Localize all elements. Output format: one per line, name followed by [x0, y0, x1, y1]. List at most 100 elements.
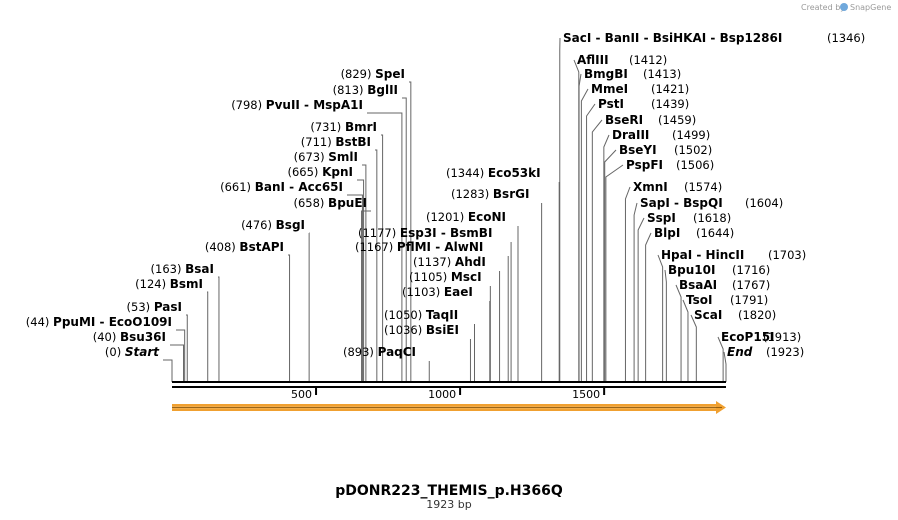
leader-line: [586, 103, 596, 382]
leader-line: [591, 119, 603, 382]
feature-arrow[interactable]: [172, 401, 726, 414]
site-position-bpu10i: (1716): [732, 263, 770, 277]
site-position: (829): [341, 67, 376, 81]
leader-lines: [163, 37, 727, 382]
site-label-bsmi: (124) BsmI: [135, 277, 203, 291]
site-label-ecop15i: EcoP15I: [721, 330, 775, 344]
enzyme-bsrgi: BsrGI: [493, 187, 530, 201]
credit-text: Created by: [801, 3, 845, 12]
enzyme-bpu10i: Bpu10I: [668, 263, 715, 277]
leader-line: [375, 149, 378, 382]
enzyme-kpni: KpnI: [322, 165, 353, 179]
site-label-econi: (1201) EcoNI: [426, 210, 506, 224]
enzyme-bmgbi: BmgBI: [584, 67, 628, 81]
leader-line: [603, 134, 610, 382]
site-position: (1050): [384, 308, 426, 322]
site-label-bmri: (731) BmrI: [310, 120, 377, 134]
enzyme-bsgi: BsgI: [276, 218, 305, 232]
site-label-bglii: (813) BglII: [333, 83, 398, 97]
enzyme-xmni: XmnI: [633, 180, 668, 194]
enzyme-sspi: SspI: [647, 211, 676, 225]
enzyme-end: End: [727, 345, 753, 359]
separator: -: [437, 226, 450, 240]
site-label-bsgi: (476) BsgI: [241, 218, 305, 232]
site-position: (673): [294, 150, 329, 164]
enzyme-bsihkai: BsiHKAI: [653, 31, 707, 45]
enzyme-bsmi: BsmI: [170, 277, 203, 291]
site-position-sspi: (1618): [693, 211, 731, 225]
enzyme-scai: ScaI: [694, 308, 722, 322]
site-label-tsoi: TsoI: [686, 293, 712, 307]
site-label-bpuei: (658) BpuEI: [293, 196, 367, 210]
enzyme-paqci: PaqCI: [378, 345, 416, 359]
site-position: (40): [93, 330, 120, 344]
enzyme-bstapi: BstAPI: [239, 240, 284, 254]
leader-line: [657, 254, 664, 382]
site-position: (1137): [413, 255, 455, 269]
site-label-bseri: BseRI: [605, 113, 643, 127]
site-position: (658): [293, 196, 328, 210]
leader-line: [604, 149, 617, 382]
site-label-sapi: SapI - BspQI: [640, 196, 723, 210]
site-position-blpi: (1644): [696, 226, 734, 240]
site-label-sspi: SspI: [647, 211, 676, 225]
enzyme-alwni: AlwNI: [444, 240, 483, 254]
site-label-eco53ki: (1344) Eco53kI: [446, 166, 541, 180]
leader-line: [357, 179, 365, 382]
enzyme-econi: EcoNI: [468, 210, 506, 224]
site-position-psti: (1439): [651, 97, 689, 111]
site-label-pspfi: PspFI: [626, 158, 663, 172]
leader-line: [176, 329, 186, 382]
site-label-pvuii: (798) PvuII - MspA1I: [231, 98, 363, 112]
separator: -: [431, 240, 444, 254]
site-label-smli: (673) SmlI: [294, 150, 358, 164]
site-position: (813): [333, 83, 368, 97]
site-position: (661): [220, 180, 255, 194]
site-position-bseri: (1459): [658, 113, 696, 127]
leader-line: [580, 88, 589, 382]
site-position-bmgbi: (1413): [643, 67, 681, 81]
enzyme-bmri: BmrI: [345, 120, 377, 134]
site-label-bani: (661) BanI - Acc65I: [220, 180, 343, 194]
enzyme-psti: PstI: [598, 97, 624, 111]
site-position: (798): [231, 98, 266, 112]
site-label-scai: ScaI: [694, 308, 722, 322]
snapgene-logo-icon: [840, 3, 848, 11]
site-label-bmgbi: BmgBI: [584, 67, 628, 81]
site-position-bseyi: (1502): [674, 143, 712, 157]
tick-label: 500: [291, 388, 312, 401]
site-label-bsrgi: (1283) BsrGI: [451, 187, 529, 201]
site-label-esp3i: (1177) Esp3I - BsmBI: [358, 226, 492, 240]
enzyme-eco53ki: Eco53kI: [488, 166, 541, 180]
leader-line: [573, 59, 580, 382]
enzyme-bstbi: BstBI: [335, 135, 371, 149]
enzyme-bpuei: BpuEI: [328, 196, 367, 210]
enzyme-taqii: TaqII: [426, 308, 458, 322]
site-position: (1344): [446, 166, 488, 180]
enzyme-bsp1286i: Bsp1286I: [720, 31, 783, 45]
site-label-saci: SacI - BanII - BsiHKAI - Bsp1286I: [563, 31, 782, 45]
site-position: (1283): [451, 187, 493, 201]
plasmid-length: 1923 bp: [426, 498, 471, 511]
site-position-pspfi: (1506): [676, 158, 714, 172]
site-position: (1036): [384, 323, 426, 337]
site-label-xmni: XmnI: [633, 180, 668, 194]
site-label-bstbi: (711) BstBI: [301, 135, 371, 149]
leader-line: [288, 254, 291, 382]
site-label-pflmi: (1167) PflMI - AlwNI: [355, 240, 483, 254]
enzyme-ppumi: PpuMI: [53, 315, 95, 329]
leader-line: [362, 164, 367, 382]
tick-label: 1000: [428, 388, 456, 401]
separator: -: [300, 98, 313, 112]
enzyme-spei: SpeI: [375, 67, 405, 81]
site-label-bstapi: (408) BstAPI: [205, 240, 284, 254]
site-label-hpai: HpaI - HincII: [661, 248, 744, 262]
leader-line: [170, 344, 185, 382]
site-position-sapi: (1604): [745, 196, 783, 210]
site-label-end: End: [727, 345, 753, 359]
plasmid-title: pDONR223_THEMIS_p.H366Q: [335, 483, 563, 499]
site-position: (53): [127, 300, 154, 314]
enzyme-bani: BanI: [255, 180, 285, 194]
site-position-hpai: (1703): [768, 248, 806, 262]
